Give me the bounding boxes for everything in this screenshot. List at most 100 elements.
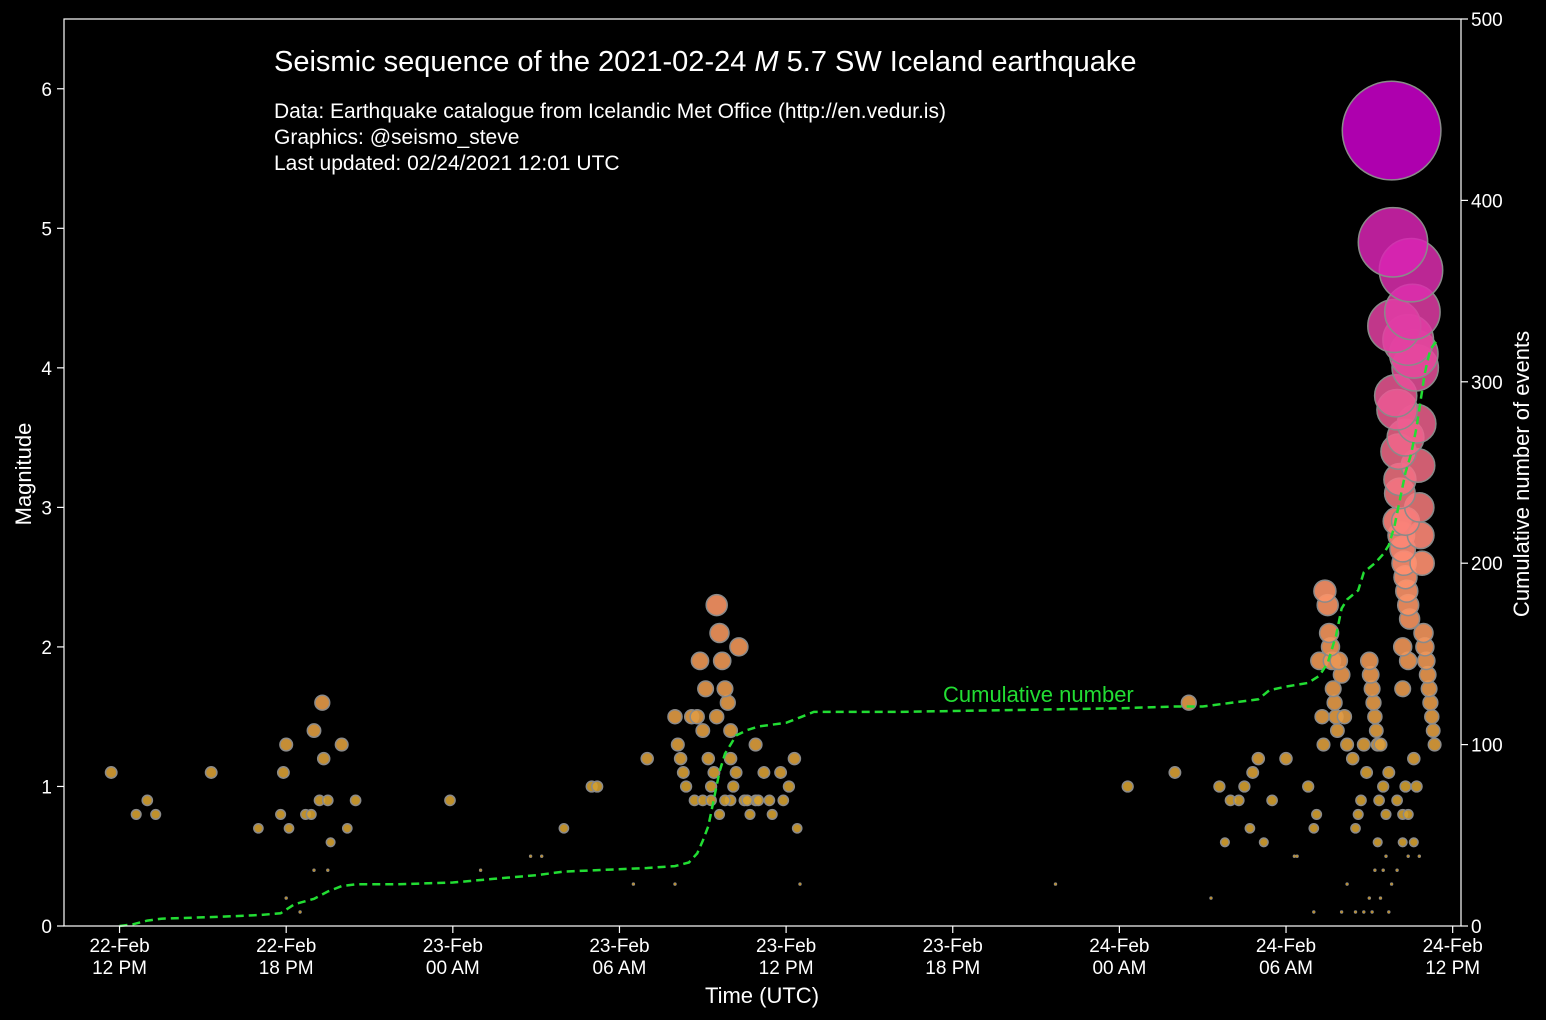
earthquake-event [1318,622,1340,644]
x-axis-label: Time (UTC) [705,983,819,1008]
earthquake-event [1365,694,1382,711]
earthquake-event [341,822,353,834]
earthquake-event [1399,780,1412,793]
y2-axis-ticks: 0 100 200 300 400 500 [1461,10,1503,938]
x-tick-label-date: 24-Feb [1423,936,1483,957]
x-tick-label-date: 23-Feb [923,936,983,957]
earthquake-event [670,737,685,752]
earthquake-event [141,794,154,807]
earthquake-event [1378,896,1383,900]
earthquake-event [558,822,570,834]
earthquake-event [1345,751,1360,766]
earthquake-event [713,808,726,820]
y2-tick-label: 0 [1471,917,1482,938]
earthquake-event [1368,723,1384,739]
chart-title: Seismic sequence of the 2021-02-24 M 5.7… [274,46,1136,78]
earthquake-event [1409,550,1435,577]
earthquake-event [284,896,288,900]
earthquake-event [1381,868,1385,872]
earthquake-event [1313,579,1337,603]
earthquake-event [673,882,677,886]
x-tick-label-date: 24-Feb [1256,936,1316,957]
earthquake-event [1352,808,1364,820]
earthquake-event [314,694,331,711]
earthquake-event [697,680,715,698]
earthquake-event [326,868,330,872]
earthquake-event [1340,737,1355,752]
y2-tick-label: 100 [1471,736,1503,757]
y2-tick-label: 500 [1471,10,1503,31]
earthquake-event [1395,868,1399,872]
earthquake-event [689,708,705,725]
earthquake-event [1341,80,1442,181]
earthquake-event [791,822,803,834]
earthquake-event [723,723,739,739]
earthquake-event [752,794,765,807]
earthquake-event [1394,680,1412,698]
info-graphics-credit: Graphics: @seismo_steve [274,126,519,149]
earthquake-event [528,854,533,858]
earthquake-event [1373,794,1385,807]
x-tick-label-time: 00 AM [1092,958,1146,979]
earthquake-event [729,637,749,657]
earthquake-event [1408,837,1419,848]
earthquake-event [1356,737,1371,752]
earthquake-event [279,737,294,752]
earthquake-event [1384,854,1388,858]
earthquake-event [1292,854,1297,858]
earthquake-event [705,593,728,617]
plot-frame [63,18,1462,927]
y-tick-label: 5 [41,219,52,240]
earthquake-event [1053,882,1058,886]
earthquake-event [444,794,456,807]
x-tick-label-date: 22-Feb [89,936,149,957]
earthquake-event [478,868,483,872]
earthquake-event [1258,837,1269,848]
earthquake-event [727,780,740,793]
earthquake-event [1427,737,1442,752]
x-tick-label-time: 12 PM [92,958,147,979]
earthquake-event [1373,868,1377,872]
y-tick-label: 1 [41,777,52,798]
earthquake-event [1329,651,1349,671]
earthquake-event [316,751,331,766]
earthquake-event [1266,794,1278,807]
events-layer [104,80,1444,914]
earthquake-event [1417,854,1422,858]
earthquake-event [631,882,636,886]
info-last-updated: Last updated: 02/24/2021 12:01 UTC [274,152,620,175]
earthquake-event [1324,680,1342,698]
earthquake-event [704,780,718,793]
earthquake-event [1246,766,1260,779]
x-tick-label-date: 23-Feb [423,936,483,957]
earthquake-event [334,737,349,752]
earthquake-event [766,808,778,820]
earthquake-event [1367,896,1372,900]
earthquake-event [1350,822,1361,834]
earthquake-event [763,794,776,807]
earthquake-event [204,766,218,779]
y-tick-label: 0 [41,917,52,938]
earthquake-event [673,751,688,766]
earthquake-event [640,751,654,766]
earthquake-event [1209,896,1213,900]
earthquake-event [325,837,336,848]
x-tick-label-time: 18 PM [925,958,980,979]
earthquake-event [708,708,725,725]
y-axis-ticks: 0 1 2 3 4 5 6 [41,80,64,938]
cumulative-line [119,341,1437,928]
earthquake-event [1355,794,1367,807]
earthquake-event [679,780,693,793]
earthquake-event [1326,694,1343,711]
earthquake-event [690,651,710,671]
cumulative-number-label: Cumulative number [943,682,1134,707]
earthquake-event [1121,780,1134,793]
earthquake-event [1213,780,1226,793]
earthquake-event [1382,766,1396,779]
earthquake-event [1413,622,1434,644]
earthquake-event [1251,751,1266,766]
earthquake-event [1295,854,1299,858]
earthquake-event [695,723,711,739]
earthquake-event [1339,910,1344,914]
